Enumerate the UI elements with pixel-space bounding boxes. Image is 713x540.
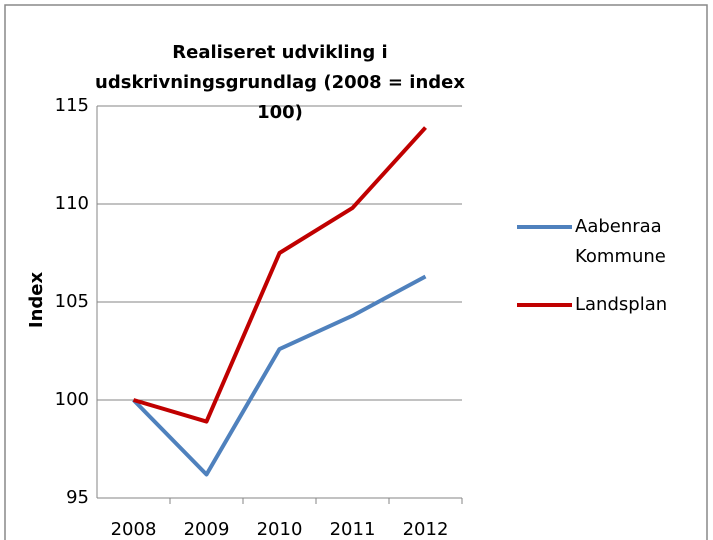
y-axis-label: Index (26, 272, 47, 329)
series-line (132, 274, 427, 477)
y-tick-label: 100 (55, 389, 89, 410)
legend-label: Landsplan (575, 294, 668, 315)
x-tick-label: 2008 (111, 519, 157, 540)
y-tick-label: 105 (55, 291, 89, 312)
legend-label: Aabenraa Kommune (575, 216, 666, 267)
chart-title: Realiseret udvikling i udskrivningsgrund… (95, 42, 465, 123)
x-tick-label: 2009 (184, 519, 230, 540)
series-line (132, 126, 427, 424)
chart-frame (4, 4, 708, 540)
y-tick-label: 115 (55, 95, 89, 116)
x-tick-label: 2011 (330, 519, 376, 540)
x-tick-label: 2010 (257, 519, 303, 540)
y-tick-label: 95 (66, 487, 89, 508)
x-tick-label: 2012 (403, 519, 449, 540)
y-tick-label: 110 (55, 193, 89, 214)
